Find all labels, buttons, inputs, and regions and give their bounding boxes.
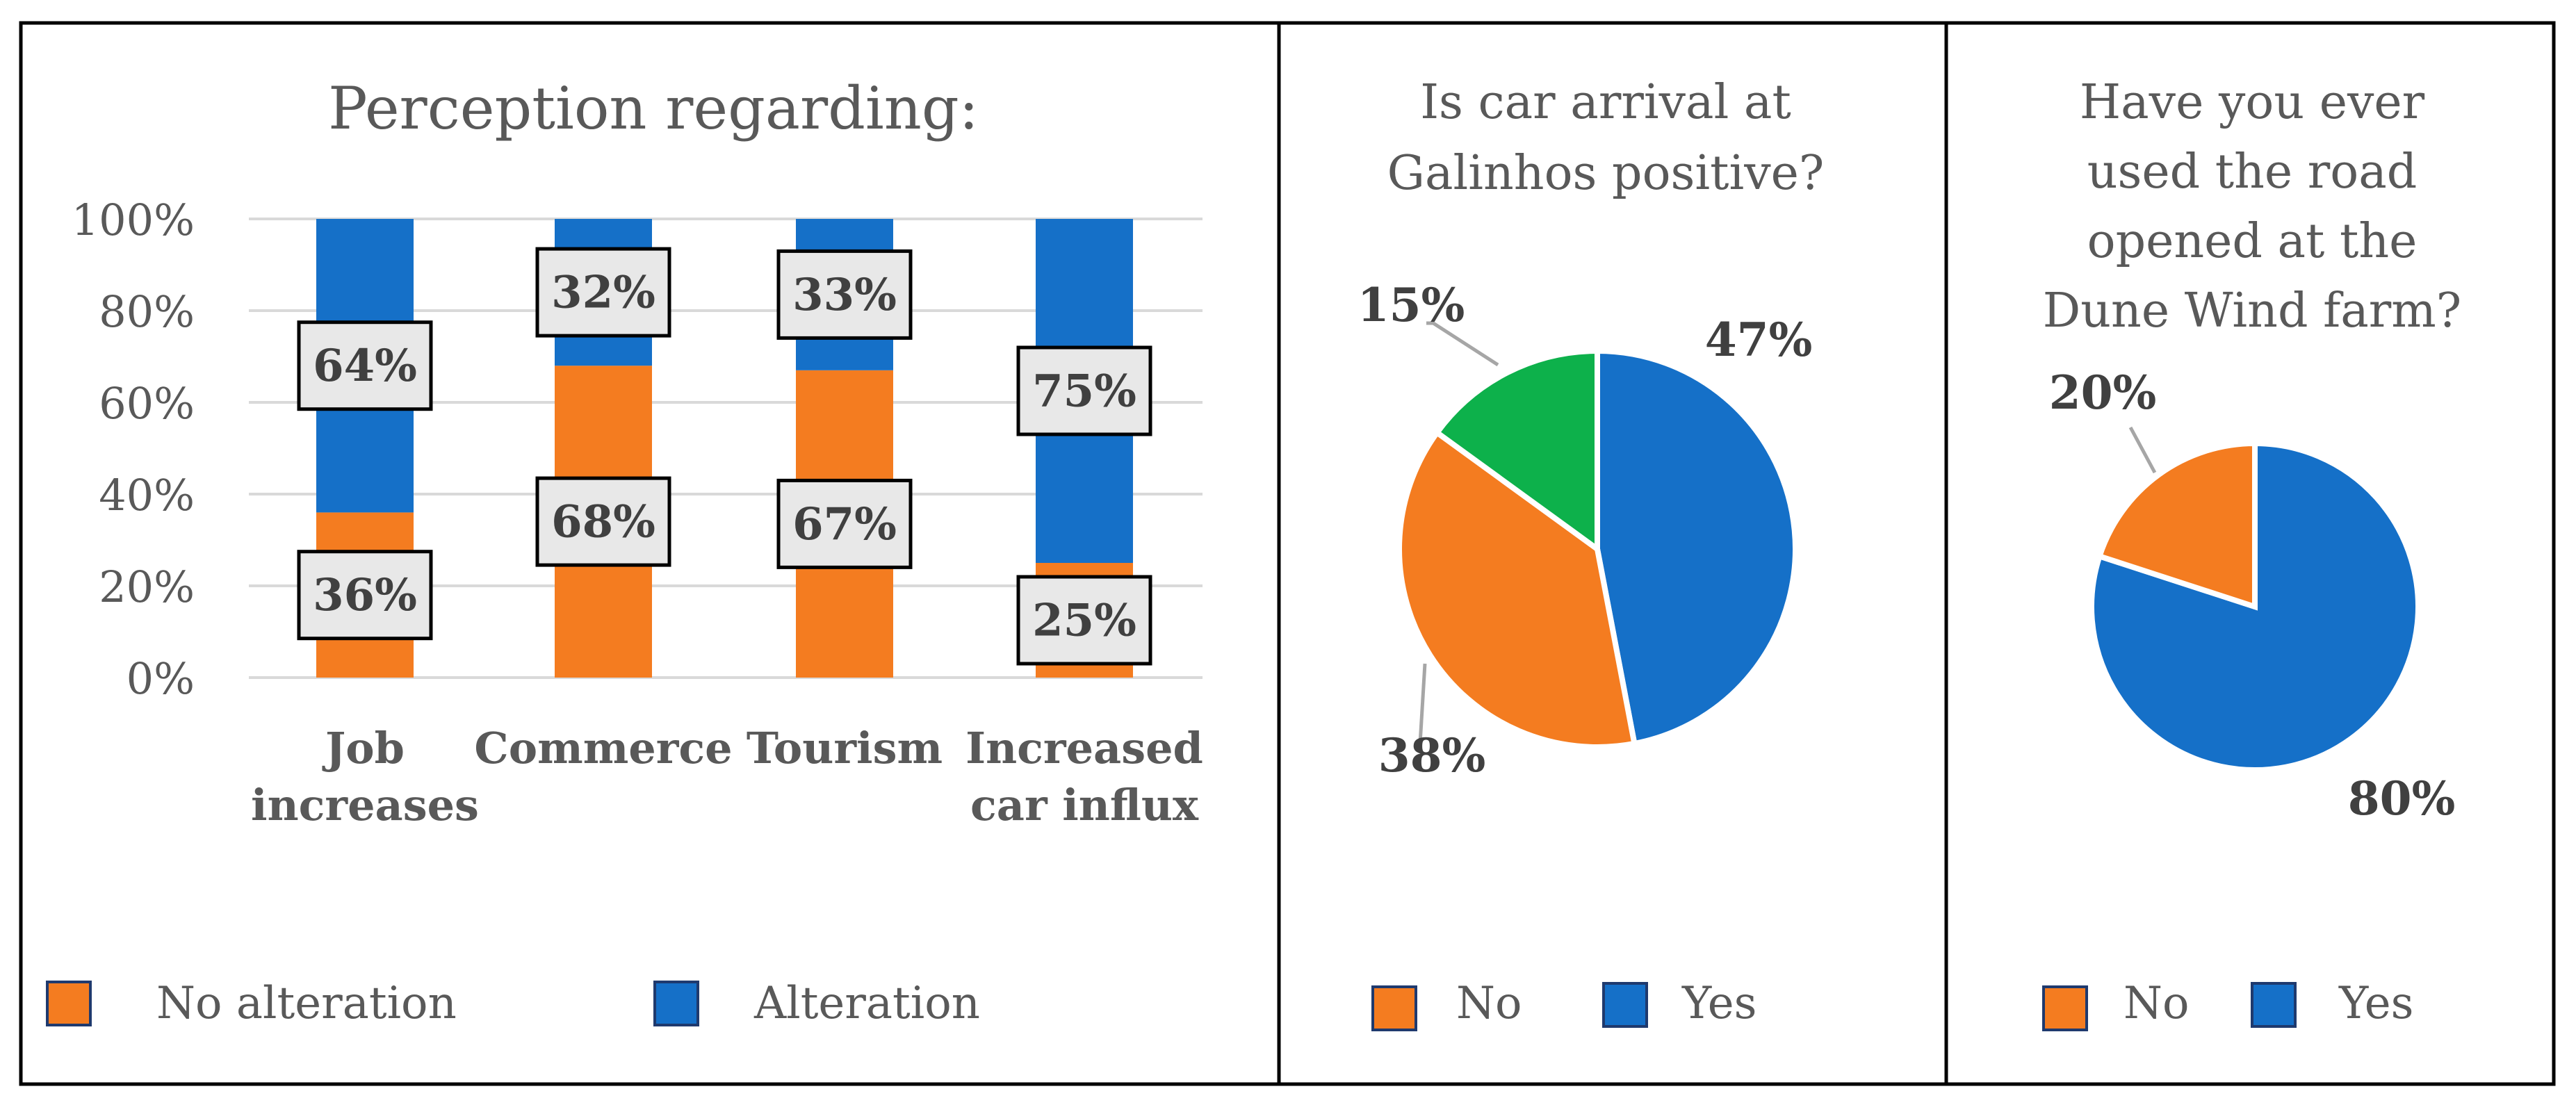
data-label-text: 68% — [551, 496, 655, 548]
y-axis-ticks: 0% 20% 40% 60% 80% 100% — [72, 195, 195, 704]
bar-series-alteration — [316, 219, 1133, 563]
pie1-legend-label-no: No — [1456, 978, 1522, 1029]
y-tick-label: 100% — [72, 195, 195, 245]
data-label-commerce-no-alteration: 68% — [535, 476, 671, 567]
data-label-box — [535, 247, 671, 338]
y-tick-label: 40% — [99, 470, 195, 521]
pie2-legend-swatch-yes — [2251, 982, 2297, 1028]
x-category-label: Increased — [965, 723, 1203, 773]
data-label-commerce-alteration: 32% — [535, 247, 671, 338]
pie1-title-line: Is car arrival at — [1420, 75, 1791, 130]
x-category-label: car influx — [970, 780, 1199, 830]
pie2-label-yes: 80% — [2348, 771, 2456, 826]
legend-swatch-no-alteration — [46, 981, 92, 1026]
pie2-title-line: used the road — [2087, 145, 2418, 199]
pie2-legend-swatch-no — [2042, 985, 2088, 1031]
pie1-leader-line-15 — [1426, 321, 1499, 367]
pie1-title-line: Galinhos positive? — [1387, 146, 1825, 201]
data-label-box — [776, 478, 913, 569]
pie1-legend-label-yes: Yes — [1681, 978, 1756, 1029]
y-tick-label: 20% — [99, 562, 195, 612]
figure-border — [19, 21, 2556, 1086]
data-label-text: 36% — [313, 569, 417, 621]
y-tick-label: 60% — [99, 378, 195, 429]
pie2-title-line: Have you ever — [2080, 75, 2425, 130]
data-label-box — [1016, 345, 1152, 436]
pie2-leader-line-20 — [2128, 426, 2157, 474]
data-label-text: 33% — [792, 269, 897, 321]
pie-chart-car-arrival-panel: Is car arrival at Galinhos positive? 47%… — [1358, 75, 1825, 1031]
pie1-slice-yes — [1595, 347, 1798, 747]
data-label-increased-car-influx-alteration: 75% — [1016, 345, 1152, 436]
bar-data-labels: 36% 68% 67% 25% 64% 32% — [297, 247, 1152, 666]
data-label-job-increases-no-alteration: 36% — [297, 550, 433, 641]
pie-chart-road-usage-panel: Have you ever used the road opened at th… — [2042, 75, 2462, 1031]
y-tick-label: 80% — [99, 286, 195, 337]
pie2-slice-no — [2096, 440, 2258, 611]
data-label-tourism-alteration: 33% — [776, 249, 913, 340]
legend-label-no-alteration: No alteration — [156, 978, 457, 1029]
data-label-text: 67% — [792, 498, 897, 550]
data-label-increased-car-influx-no-alteration: 25% — [1016, 575, 1152, 666]
x-category-label: Job — [322, 723, 405, 773]
x-axis-categories: Job increases Commerce Tourism Increased… — [251, 723, 1203, 830]
data-label-text: 75% — [1032, 366, 1136, 418]
pie1-label-green: 15% — [1358, 278, 1465, 332]
bar-chart-title: Perception regarding: — [328, 74, 979, 142]
pie1-slice-no — [1396, 428, 1638, 750]
pie2-label-no: 20% — [2049, 366, 2157, 420]
pie2-title-line: opened at the — [2087, 214, 2418, 269]
data-label-text: 64% — [313, 340, 417, 392]
pie2-title-line: Dune Wind farm? — [2043, 284, 2462, 338]
data-label-job-increases-alteration: 64% — [297, 320, 433, 411]
data-label-box — [535, 476, 671, 567]
data-label-box — [776, 249, 913, 340]
data-label-text: 25% — [1032, 595, 1136, 647]
x-category-label: Tourism — [747, 723, 943, 773]
data-label-tourism-no-alteration: 67% — [776, 478, 913, 569]
bar-series-no-alteration — [316, 366, 1133, 678]
legend-label-alteration: Alteration — [753, 978, 980, 1029]
y-tick-label: 0% — [127, 653, 195, 704]
data-label-box — [297, 550, 433, 641]
pie1-legend-swatch-no — [1371, 985, 1417, 1031]
data-label-box — [297, 320, 433, 411]
pie1-legend-swatch-yes — [1602, 982, 1648, 1028]
data-label-box — [1016, 575, 1152, 666]
data-label-text: 32% — [551, 267, 655, 319]
pie1-leader-line-38 — [1418, 663, 1427, 744]
legend-swatch-alteration — [653, 981, 699, 1026]
bar-chart-panel: Perception regarding: 0% 20% 40% 60% 80%… — [46, 74, 1203, 1029]
x-category-label: increases — [251, 780, 479, 830]
bar-legend: No alteration Alteration — [46, 978, 980, 1029]
pie1-slice-green — [1433, 347, 1600, 555]
pie2-legend-label-no: No — [2123, 978, 2190, 1029]
pie1-label-yes: 47% — [1705, 313, 1813, 367]
x-category-label: Commerce — [474, 723, 732, 773]
pie1-label-no: 38% — [1378, 728, 1486, 783]
pie2-legend-label-yes: Yes — [2338, 978, 2413, 1029]
